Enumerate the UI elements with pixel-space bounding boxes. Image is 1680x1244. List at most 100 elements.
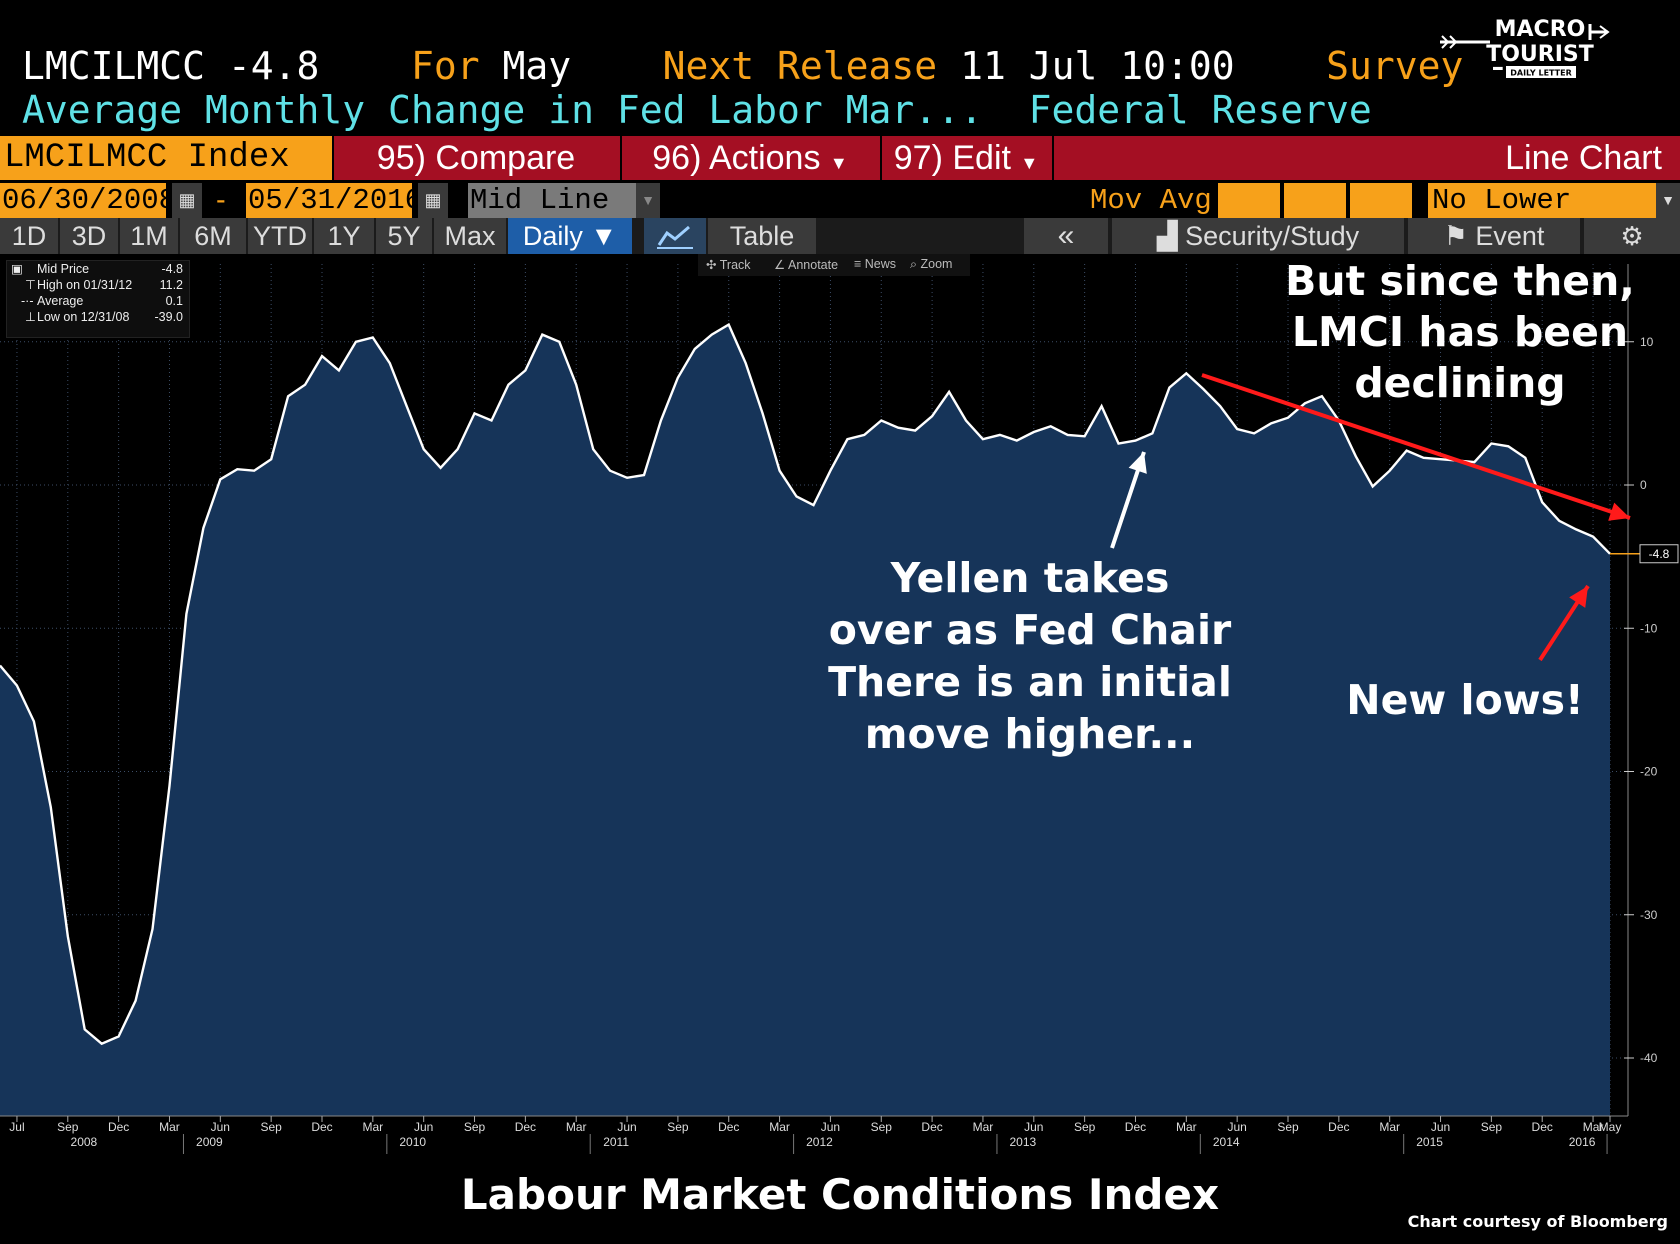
annotation-line: Yellen takes	[890, 554, 1170, 602]
chart-credit: Chart courtesy of Bloomberg	[1407, 1212, 1668, 1231]
arrow-head	[1569, 586, 1588, 608]
table-button[interactable]: Table	[708, 218, 816, 254]
source: Federal Reserve	[1028, 88, 1372, 132]
chevron-down-icon[interactable]: ▼	[1656, 183, 1680, 218]
x-month-label: Dec	[1125, 1120, 1146, 1134]
legend-mid: ▣ Mid Price -4.8	[7, 261, 189, 277]
logo-tagline: DAILY LETTER	[1510, 69, 1572, 78]
y-tick-label: -20	[1640, 765, 1658, 779]
legend-high-value: 11.2	[159, 278, 183, 292]
gear-icon[interactable]: ⚙	[1584, 218, 1680, 254]
header-line-1: LMCILMCC -4.8 For May Next Release 11 Ju…	[22, 44, 1532, 88]
series-line	[0, 322, 1611, 1046]
legend-low-value: -39.0	[154, 310, 184, 324]
x-year-label: 2010	[399, 1135, 426, 1149]
line-type-select[interactable]: Mid Line	[468, 183, 636, 218]
x-month-label: Sep	[1481, 1120, 1503, 1134]
chevron-down-icon[interactable]: ▼	[636, 183, 660, 218]
x-year-label: 2013	[1009, 1135, 1036, 1149]
x-month-label: Dec	[311, 1120, 332, 1134]
logo-line2: TOURIST	[1486, 42, 1594, 67]
period-1m[interactable]: 1M	[120, 218, 178, 254]
bar-chart-icon: ▟	[1156, 221, 1178, 251]
period-5y[interactable]: 5Y	[376, 218, 432, 254]
annotate-button[interactable]: ∠ Annotate	[774, 257, 838, 272]
zoom-button[interactable]: ⌕ Zoom	[910, 257, 952, 272]
x-month-label: Mar	[973, 1120, 994, 1134]
x-month-label: Sep	[260, 1120, 282, 1134]
y-tick-label: 10	[1640, 335, 1654, 349]
news-label: News	[864, 257, 897, 271]
start-date-field[interactable]: 06/30/2008	[0, 183, 177, 218]
calendar-icon[interactable]: ▦	[172, 183, 202, 218]
x-year-label: 2016	[1569, 1135, 1596, 1149]
y-tick-label: 0	[1640, 478, 1647, 492]
end-date-field[interactable]: 05/31/2016	[246, 183, 423, 218]
chart-canvas[interactable]: 10 0 -10 -20 -30 -40 -4.8 Jul Sep Dec Mar Jun Sep De…	[0, 254, 1680, 1154]
compare-button[interactable]: 95) Compare	[332, 136, 618, 180]
for-value: May	[502, 44, 572, 88]
pencil-icon: ∠	[774, 258, 786, 272]
actions-button[interactable]: 96) Actions ▼	[620, 136, 878, 180]
annotation-arrows	[1110, 373, 1631, 662]
x-month-label: Mar	[566, 1120, 587, 1134]
actions-label: 96) Actions	[652, 139, 821, 177]
frequency-select[interactable]: Daily ▼	[508, 218, 632, 254]
period-3d[interactable]: 3D	[60, 218, 118, 254]
next-release-label: Next Release	[662, 44, 938, 88]
x-month-label: Jun	[414, 1120, 433, 1134]
security-study-button[interactable]: ▟ Security/Study	[1112, 218, 1404, 254]
x-month-label: Mar	[1379, 1120, 1400, 1134]
x-year-label: 2009	[196, 1135, 223, 1149]
chevron-down-icon: ▼	[1020, 153, 1039, 173]
arrow-head	[1128, 452, 1147, 474]
annotation-new-lows: New lows!	[1346, 676, 1584, 724]
ticker[interactable]: LMCILMCC	[22, 44, 206, 88]
y-axis: 10 0 -10 -20 -30 -40 -4.8	[1610, 264, 1679, 1116]
track-button[interactable]: ✣ Track	[706, 257, 751, 272]
period-1y[interactable]: 1Y	[314, 218, 374, 254]
x-month-label: Jun	[617, 1120, 636, 1134]
line-chart-icon[interactable]	[644, 218, 706, 254]
lower-chart-select[interactable]: No Lower Chart	[1428, 183, 1658, 252]
x-month-label: Mar	[769, 1120, 790, 1134]
x-month-label: Mar	[1176, 1120, 1197, 1134]
x-month-label: Dec	[1328, 1120, 1349, 1134]
period-1d[interactable]: 1D	[0, 218, 58, 254]
x-month-label: Jun	[1024, 1120, 1043, 1134]
annotation-line: There is an initial	[828, 658, 1232, 706]
mov-avg-field-2[interactable]	[1284, 183, 1346, 218]
calendar-icon[interactable]: ▦	[418, 183, 448, 218]
last-value-box	[1639, 544, 1679, 564]
x-month-label: Sep	[871, 1120, 893, 1134]
legend-average-value: 0.1	[165, 294, 183, 308]
legend-average-label: Average	[37, 294, 84, 308]
edit-button[interactable]: 97) Edit ▼	[880, 136, 1050, 180]
legend-swatch: ▣	[11, 262, 23, 276]
x-month-label: Sep	[57, 1120, 79, 1134]
mov-avg-field-3[interactable]	[1350, 183, 1412, 218]
event-button[interactable]: ⚑ Event	[1408, 218, 1580, 254]
mov-avg-label: Mov Avg	[1090, 184, 1212, 217]
legend-mid-label: Mid Price	[37, 262, 90, 276]
security-description: Average Monthly Change in Fed Labor Mar.…	[22, 88, 983, 132]
date-dash: -	[216, 184, 226, 216]
x-month-label: Mar	[1583, 1120, 1604, 1134]
security-field[interactable]: LMCILMCC Index	[0, 136, 332, 180]
period-ytd[interactable]: YTD	[248, 218, 312, 254]
x-month-label: Jun	[1227, 1120, 1246, 1134]
period-6m[interactable]: 6M	[180, 218, 246, 254]
chart-type-label[interactable]: Line Chart	[1505, 139, 1662, 177]
news-button[interactable]: ≡ News	[854, 257, 896, 271]
x-year-label: 2012	[806, 1135, 833, 1149]
macro-tourist-logo: MACRO TOURIST DAILY LETTER	[1440, 12, 1610, 82]
legend-box: ▣ Mid Price -4.8 ⊤ High on 01/31/12 11.2 -·-…	[6, 260, 190, 338]
event-label: Event	[1475, 221, 1545, 251]
annotation-since-then: But since then, LMCI has been declining	[1270, 256, 1650, 409]
x-month-label: Jun	[211, 1120, 230, 1134]
mov-avg-field-1[interactable]	[1218, 183, 1280, 218]
last-value-label: -4.8	[1649, 547, 1670, 561]
collapse-icon[interactable]: «	[1024, 218, 1108, 254]
period-max[interactable]: Max	[434, 218, 506, 254]
logo-line1: MACRO	[1495, 17, 1586, 42]
